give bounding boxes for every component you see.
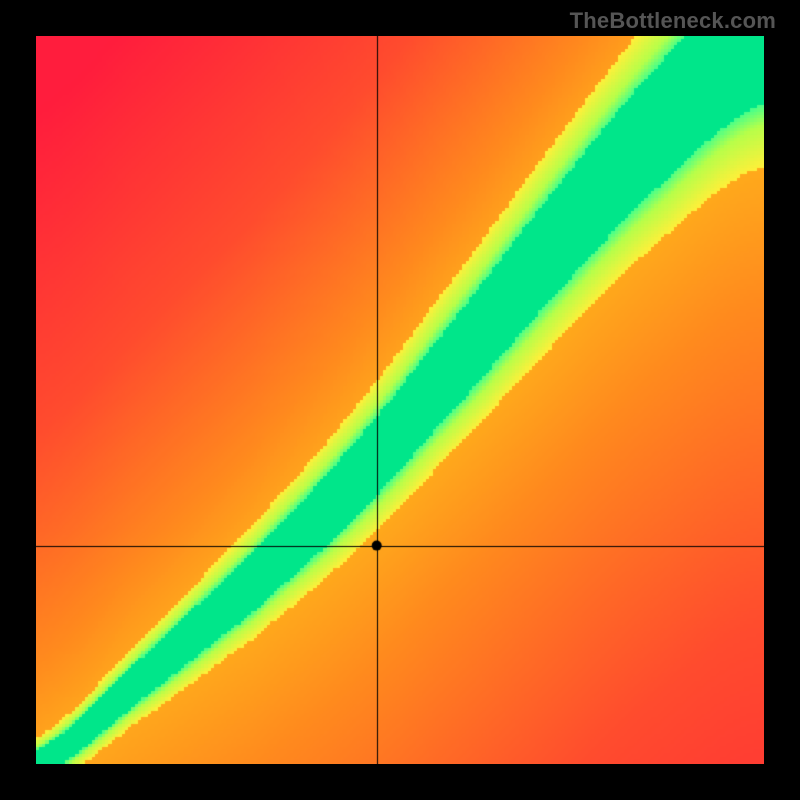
watermark-text: TheBottleneck.com bbox=[570, 8, 776, 34]
bottleneck-heatmap bbox=[36, 36, 764, 764]
